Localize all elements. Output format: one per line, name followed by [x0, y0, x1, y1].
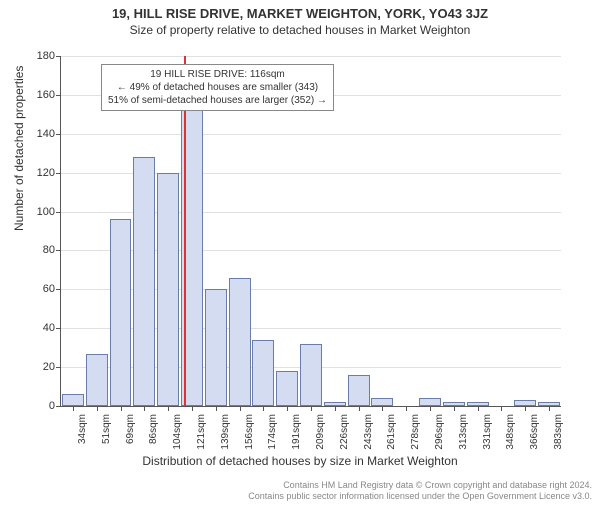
page-subtitle: Size of property relative to detached ho…: [0, 23, 600, 37]
annotation-line1: 19 HILL RISE DRIVE: 116sqm: [108, 68, 327, 81]
xtick-mark: [216, 406, 217, 411]
ytick-mark: [56, 367, 61, 368]
ytick-mark: [56, 328, 61, 329]
xtick-label: 331sqm: [482, 414, 493, 450]
xtick-mark: [192, 406, 193, 411]
xtick-label: 261sqm: [386, 414, 397, 450]
gridline: [61, 134, 561, 135]
ytick-label: 180: [37, 50, 55, 62]
xtick-label: 366sqm: [529, 414, 540, 450]
histogram-bar: [252, 340, 274, 406]
ytick-label: 100: [37, 206, 55, 218]
xtick-mark: [525, 406, 526, 411]
xtick-mark: [382, 406, 383, 411]
ytick-mark: [56, 173, 61, 174]
xtick-label: 296sqm: [434, 414, 445, 450]
xtick-mark: [121, 406, 122, 411]
ytick-label: 40: [43, 322, 55, 334]
histogram-bar: [133, 157, 155, 406]
ytick-mark: [56, 95, 61, 96]
histogram-bar: [110, 219, 132, 406]
xtick-mark: [144, 406, 145, 411]
histogram-bar: [229, 278, 251, 406]
xtick-label: 121sqm: [196, 414, 207, 450]
xtick-label: 243sqm: [363, 414, 374, 450]
histogram-bar: [157, 173, 179, 406]
ytick-mark: [56, 289, 61, 290]
ytick-label: 140: [37, 128, 55, 140]
xtick-label: 104sqm: [172, 414, 183, 450]
ytick-label: 60: [43, 283, 55, 295]
histogram-chart: 02040608010012014016018034sqm51sqm69sqm8…: [60, 56, 561, 407]
footer-line1: Contains HM Land Registry data © Crown c…: [248, 480, 592, 491]
footer-attribution: Contains HM Land Registry data © Crown c…: [248, 480, 592, 502]
xtick-mark: [454, 406, 455, 411]
y-axis-label: Number of detached properties: [12, 66, 26, 231]
xtick-label: 226sqm: [339, 414, 350, 450]
xtick-label: 139sqm: [220, 414, 231, 450]
xtick-mark: [478, 406, 479, 411]
histogram-bar: [300, 344, 322, 406]
xtick-mark: [501, 406, 502, 411]
xtick-mark: [263, 406, 264, 411]
xtick-label: 278sqm: [410, 414, 421, 450]
xtick-label: 191sqm: [291, 414, 302, 450]
annotation-box: 19 HILL RISE DRIVE: 116sqm← 49% of detac…: [101, 64, 334, 111]
xtick-label: 156sqm: [244, 414, 255, 450]
xtick-mark: [287, 406, 288, 411]
histogram-bar: [371, 398, 393, 406]
ytick-label: 120: [37, 167, 55, 179]
ytick-label: 80: [43, 244, 55, 256]
histogram-bar: [348, 375, 370, 406]
xtick-label: 348sqm: [505, 414, 516, 450]
xtick-mark: [73, 406, 74, 411]
ytick-label: 160: [37, 89, 55, 101]
x-axis-label: Distribution of detached houses by size …: [0, 454, 600, 468]
histogram-bar: [419, 398, 441, 406]
xtick-mark: [311, 406, 312, 411]
footer-line2: Contains public sector information licen…: [248, 491, 592, 502]
page-address: 19, HILL RISE DRIVE, MARKET WEIGHTON, YO…: [0, 6, 600, 21]
xtick-label: 86sqm: [148, 414, 159, 444]
ytick-mark: [56, 134, 61, 135]
xtick-mark: [406, 406, 407, 411]
xtick-label: 383sqm: [553, 414, 564, 450]
xtick-label: 313sqm: [458, 414, 469, 450]
xtick-mark: [168, 406, 169, 411]
gridline: [61, 56, 561, 57]
xtick-label: 34sqm: [77, 414, 88, 444]
histogram-bar: [62, 394, 84, 406]
ytick-mark: [56, 406, 61, 407]
xtick-mark: [359, 406, 360, 411]
xtick-mark: [430, 406, 431, 411]
xtick-label: 69sqm: [125, 414, 136, 444]
ytick-label: 20: [43, 361, 55, 373]
annotation-line3: 51% of semi-detached houses are larger (…: [108, 94, 327, 107]
xtick-mark: [335, 406, 336, 411]
ytick-label: 0: [49, 400, 55, 412]
ytick-mark: [56, 250, 61, 251]
ytick-mark: [56, 212, 61, 213]
ytick-mark: [56, 56, 61, 57]
histogram-bar: [86, 354, 108, 407]
xtick-label: 209sqm: [315, 414, 326, 450]
xtick-label: 174sqm: [267, 414, 278, 450]
annotation-line2: ← 49% of detached houses are smaller (34…: [108, 81, 327, 94]
xtick-mark: [549, 406, 550, 411]
xtick-mark: [240, 406, 241, 411]
xtick-mark: [97, 406, 98, 411]
histogram-bar: [205, 289, 227, 406]
xtick-label: 51sqm: [101, 414, 112, 444]
histogram-bar: [276, 371, 298, 406]
